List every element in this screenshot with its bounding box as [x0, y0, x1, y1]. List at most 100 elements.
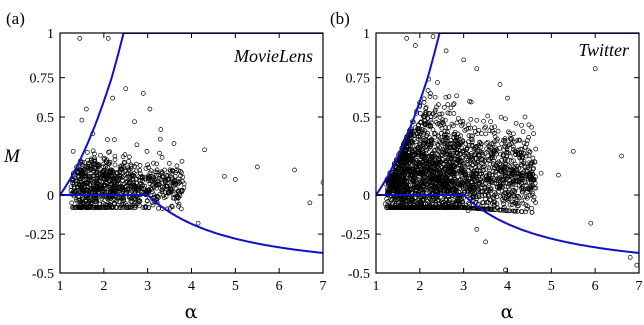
y-tick-label: 1 [47, 27, 54, 42]
data-point [486, 172, 492, 177]
data-point [122, 201, 128, 206]
data-point [499, 157, 504, 163]
data-point [506, 192, 512, 197]
data-point [140, 205, 146, 210]
data-point [524, 195, 530, 201]
data-point [100, 205, 106, 210]
data-point [452, 170, 458, 175]
data-point [529, 206, 534, 211]
data-point [485, 192, 491, 198]
data-point [450, 102, 456, 108]
data-point [174, 163, 180, 169]
data-point [454, 142, 460, 147]
data-point [530, 171, 535, 177]
x-tick-label: 1 [57, 279, 64, 294]
data-point [532, 159, 538, 165]
data-point [430, 127, 436, 132]
data-point [442, 201, 448, 207]
data-point [154, 185, 159, 191]
data-point [396, 180, 402, 186]
data-point [429, 205, 434, 210]
data-point [439, 181, 445, 187]
data-point [155, 194, 161, 200]
data-point [407, 166, 412, 172]
data-point [121, 159, 127, 165]
data-point [410, 178, 415, 184]
data-point [453, 187, 459, 193]
data-point [163, 177, 168, 183]
data-point [430, 111, 436, 117]
data-point [454, 120, 460, 126]
outlier-point [320, 180, 323, 185]
data-point [460, 119, 466, 124]
outlier-point [627, 255, 633, 260]
data-point [151, 160, 156, 166]
data-point [501, 169, 507, 175]
data-point [96, 201, 102, 207]
data-point [488, 150, 494, 156]
data-point [412, 185, 417, 191]
data-point [410, 139, 415, 144]
data-point [419, 187, 425, 193]
data-point [90, 180, 96, 186]
data-point [110, 205, 115, 210]
data-point [477, 171, 482, 177]
data-point [387, 205, 393, 210]
data-point [482, 186, 488, 191]
data-point [468, 116, 474, 122]
outlier-point [461, 57, 467, 63]
outlier-point [474, 66, 480, 72]
x-tick-label: 5 [232, 279, 239, 294]
data-point [503, 161, 508, 167]
data-point [505, 163, 511, 168]
data-point [125, 186, 130, 192]
data-point [145, 162, 151, 168]
data-point [442, 177, 448, 182]
data-point [414, 131, 420, 136]
data-point [84, 180, 89, 186]
data-point [443, 144, 448, 150]
data-point [523, 173, 529, 179]
data-point [385, 180, 391, 186]
data-point [79, 198, 85, 204]
data-point [127, 154, 132, 160]
data-point [464, 156, 469, 162]
data-point [120, 154, 126, 160]
data-point [421, 100, 427, 105]
data-point [154, 167, 160, 173]
data-point [421, 114, 427, 120]
data-point [396, 185, 401, 190]
data-point [154, 161, 160, 167]
data-point [423, 205, 428, 210]
data-point [428, 117, 434, 123]
data-point [405, 186, 411, 191]
data-point [408, 186, 414, 192]
data-point [128, 162, 134, 168]
data-point [492, 189, 498, 195]
data-point [391, 176, 397, 182]
outlier-point [307, 200, 313, 206]
data-point [408, 132, 414, 137]
data-point [511, 144, 516, 150]
data-point [465, 188, 470, 194]
data-point [436, 175, 441, 181]
y-tick-label: 0 [363, 189, 370, 204]
panel-a-label: (a) [6, 9, 25, 28]
data-point [445, 110, 451, 116]
data-point [516, 137, 522, 143]
data-point [112, 178, 118, 184]
data-point [479, 131, 485, 136]
data-point [445, 102, 451, 107]
data-point [406, 167, 412, 173]
data-point [495, 176, 501, 182]
data-point [74, 178, 80, 184]
data-point [433, 147, 438, 153]
data-point [392, 204, 397, 210]
data-point [181, 185, 187, 191]
data-point [389, 197, 394, 203]
data-point [76, 181, 82, 187]
data-point [130, 177, 136, 183]
data-point [175, 181, 181, 187]
data-point [443, 94, 449, 100]
data-point [119, 175, 125, 180]
